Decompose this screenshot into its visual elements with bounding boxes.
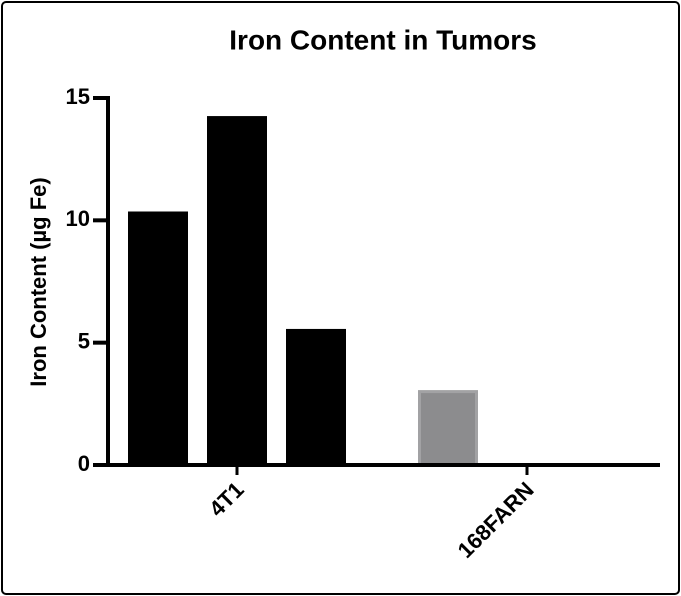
y-axis-label: Iron Content (µg Fe) <box>26 177 51 386</box>
bar <box>286 328 346 467</box>
y-tick-label: 10 <box>66 206 90 231</box>
y-tick-label: 15 <box>66 84 90 109</box>
y-tick-label: 5 <box>78 328 90 353</box>
bar <box>128 211 188 467</box>
bar <box>418 390 478 467</box>
chart-title: Iron Content in Tumors <box>229 24 536 55</box>
y-tick-label: 0 <box>78 451 90 476</box>
bar <box>207 116 267 467</box>
